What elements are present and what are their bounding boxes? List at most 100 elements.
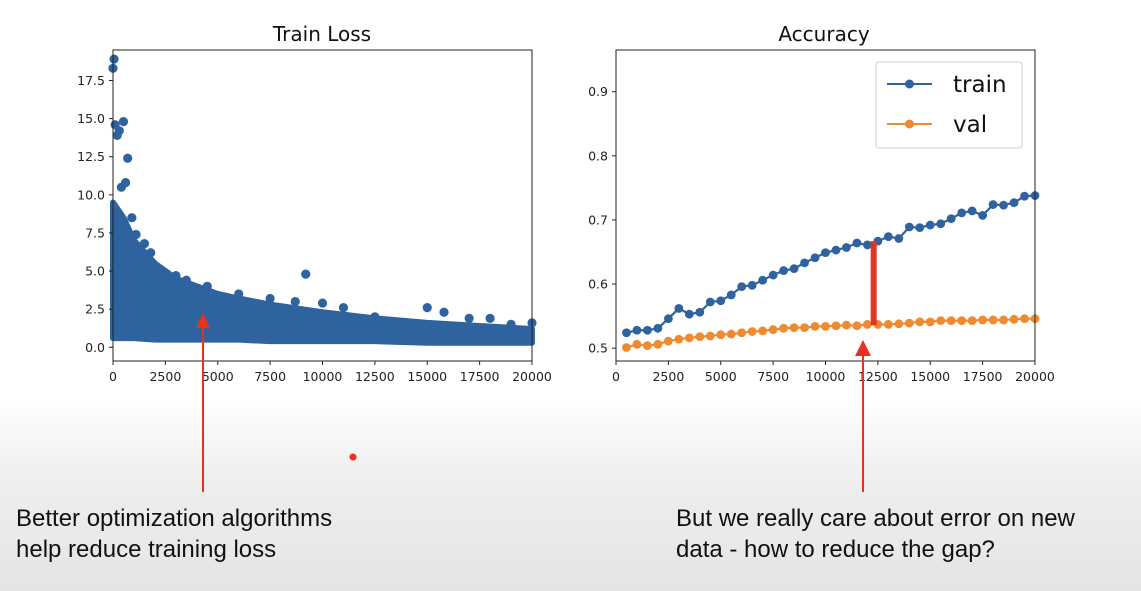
series-train-point [632,325,642,335]
accuracy-y-tick-label: 0.7 [588,212,608,227]
series-val-point [684,333,694,343]
series-train-point [904,222,914,232]
series-train-line [626,194,1036,334]
train-loss-point [338,303,349,313]
right-caption: But we really care about error on new da… [676,503,1075,565]
series-train-point [653,323,663,333]
series-train-point [863,240,872,250]
train-loss-y-ticks: 0.0 2.5 5.0 7.5 10.0 12.5 15.0 17.5 [77,73,113,355]
train-loss-x-tick-label: 5000 [202,369,234,384]
series-train-point [1009,198,1019,208]
series-train-point [946,214,956,224]
train-loss-point [120,178,131,188]
train-loss-y-tick-label: 2.5 [85,302,105,317]
series-train-point [915,223,925,233]
series-train-point [883,232,893,242]
accuracy-x-tick-label: 15000 [910,369,950,384]
train-loss-x-tick-label: 0 [109,369,117,384]
train-loss-point [114,126,124,136]
series-val-point [1020,314,1029,324]
series-val-point [831,321,841,331]
series-val-point [842,320,851,330]
accuracy-y-ticks: 0.5 0.6 0.7 0.8 0.9 [588,84,616,356]
accuracy-legend: train val [875,61,1023,149]
accuracy-x-tick-label: 17500 [963,369,1003,384]
series-val-point [925,317,935,327]
series-train-point [768,270,778,280]
series-val-point [716,330,726,340]
accuracy-chart: Accuracy 0 2500 5000 7500 10000 12500 15000 175… [588,22,1055,384]
train-loss-point [127,213,137,223]
series-train-point [684,309,694,319]
train-loss-point [213,290,223,301]
series-val-point [957,316,967,326]
train-loss-point [192,284,202,294]
series-val-point [768,325,778,334]
train-loss-y-tick-label: 0.0 [85,340,105,355]
series-train-point [747,280,757,290]
train-loss-y-tick-label: 5.0 [85,264,105,279]
series-train-point [852,238,862,248]
accuracy-series [622,191,1040,352]
series-val-point [758,326,768,336]
series-train-point [831,245,841,255]
train-loss-point [181,275,191,285]
train-loss-x-tick-label: 10000 [303,369,343,384]
legend-val-marker [905,119,914,129]
series-val-point [705,331,715,341]
train-loss-x-tick-label: 20000 [512,369,552,384]
train-loss-point [464,313,474,323]
accuracy-x-tick-label: 20000 [1015,369,1055,384]
series-train-point [999,200,1008,210]
series-val-point [695,332,705,342]
train-loss-point [131,229,141,240]
train-loss-y-tick-label: 10.0 [77,187,105,202]
series-train-point [988,200,998,209]
right-caption-line-2: data - how to reduce the gap? [676,536,995,563]
accuracy-x-tick-label: 5000 [705,369,737,384]
series-val-line [626,317,1035,349]
series-train-point [663,314,673,324]
series-train-point [789,264,799,274]
train-loss-x-tick-label: 2500 [149,369,181,384]
series-val-point [1009,314,1019,324]
series-train-point [716,296,726,306]
series-train-point [737,282,747,292]
left-caption: Better optimization algorithms help redu… [16,503,332,565]
series-train-point [695,307,705,317]
train-loss-point [139,239,150,249]
series-val-point [852,321,862,331]
left-caption-line-2: help reduce training loss [16,536,277,563]
series-val-point [643,341,652,351]
series-train-point [726,290,736,300]
series-val-point [821,321,830,331]
series-val-point [883,320,893,329]
train-loss-y-tick-label: 7.5 [85,225,105,240]
series-train [622,191,1040,338]
left-caption-line-1: Better optimization algorithms [16,505,333,532]
series-train-point [925,220,935,230]
series-train-point [936,219,946,229]
series-val-point [999,315,1008,325]
accuracy-title: Accuracy [778,22,869,46]
train-loss-y-tick-label: 15.0 [77,111,105,126]
right-caption-line-1: But we really care about error on new [676,505,1075,532]
accuracy-y-tick-label: 0.6 [588,277,608,292]
train-loss-point [162,272,173,282]
train-loss-y-tick-label: 12.5 [77,149,105,164]
series-train-point [1020,191,1029,201]
series-train-point [821,248,830,258]
series-train-point [622,328,631,338]
laser-pointer-dot [349,453,357,461]
series-val-point [653,339,663,349]
series-train-point [967,206,977,216]
train-loss-point [171,271,181,281]
series-val-point [936,316,946,326]
train-loss-x-tick-label: 15000 [407,369,447,384]
series-train-point [978,211,988,220]
series-val-point [863,320,872,329]
series-val-point [779,323,788,333]
train-loss-point [370,312,380,322]
series-train-point [643,325,652,335]
